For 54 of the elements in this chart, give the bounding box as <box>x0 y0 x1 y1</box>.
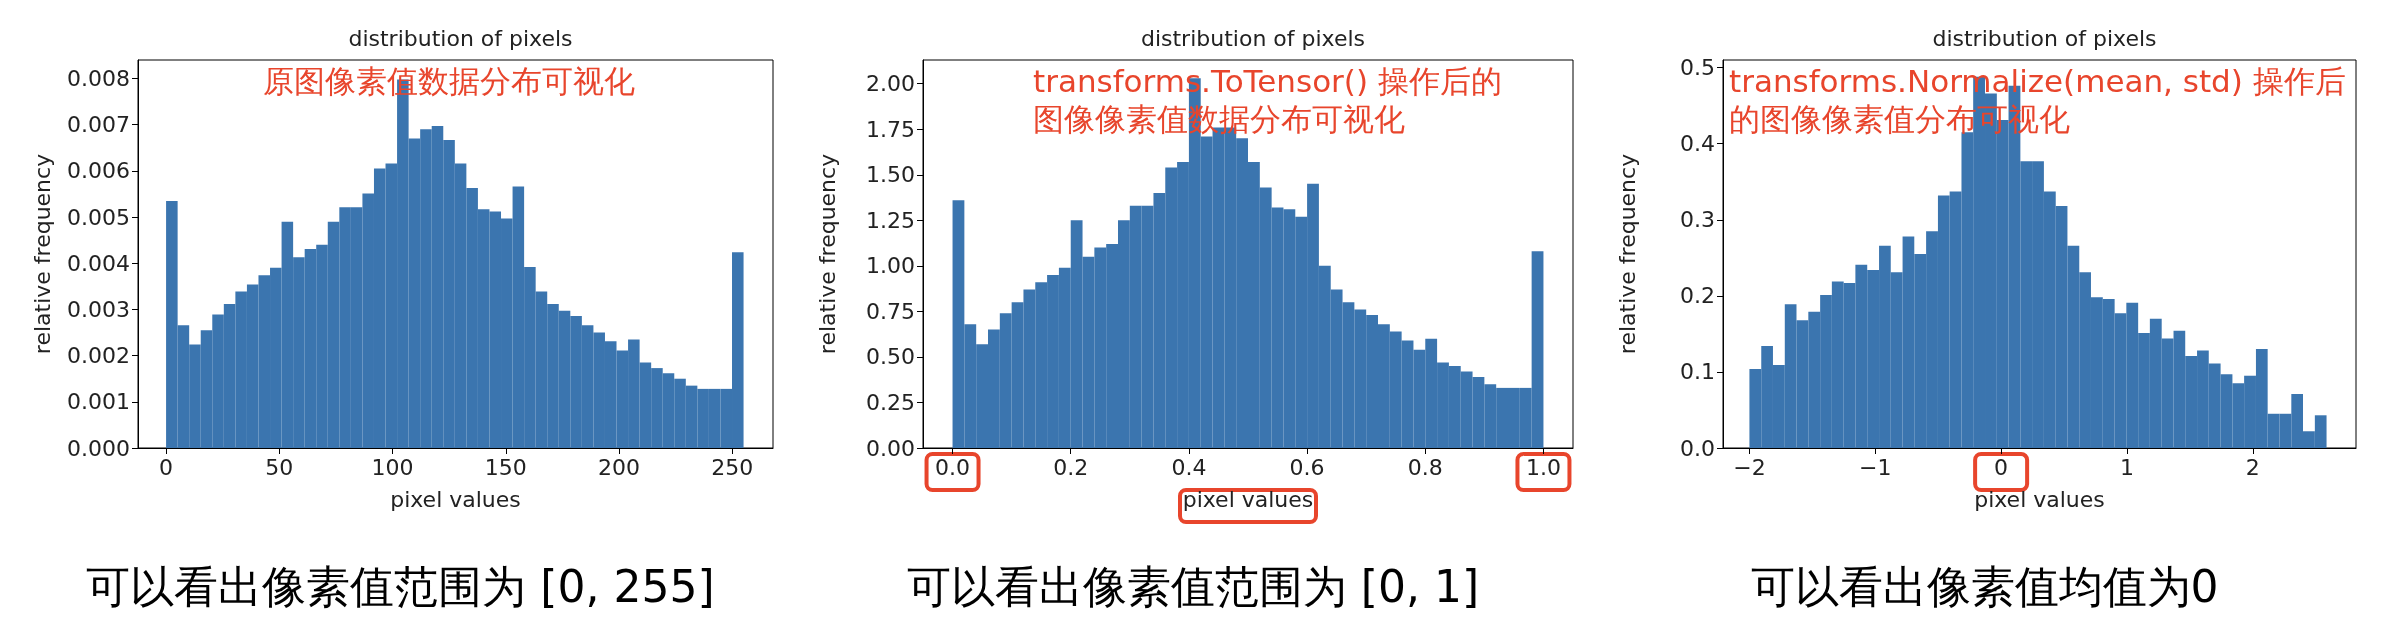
x-tick-label: 250 <box>711 454 754 480</box>
chart-title: distribution of pixels <box>348 25 573 51</box>
y-tick-label: 0.003 <box>67 296 130 322</box>
y-tick-label: 0.75 <box>866 298 915 324</box>
y-tick-label: 0.5 <box>1680 55 1715 81</box>
y-tick-label: 2.00 <box>866 71 915 97</box>
x-tick-label: 0.2 <box>1053 454 1089 480</box>
y-tick-label: 0.004 <box>67 250 130 276</box>
y-tick-label: 0.0 <box>1680 435 1715 461</box>
x-tick-label: −2 <box>1733 454 1766 480</box>
x-tick-label: 0.8 <box>1407 454 1443 480</box>
x-axis-title: pixel values <box>1182 486 1314 512</box>
annotation: 原图像素值数据分布可视化 <box>263 63 635 99</box>
x-tick-label: 0 <box>1994 454 2009 480</box>
x-tick-label: −1 <box>1859 454 1892 480</box>
y-tick-label: 0.006 <box>67 158 130 184</box>
y-tick-label: 0.008 <box>67 65 130 91</box>
y-tick-label: 1.25 <box>866 207 915 233</box>
y-tick-label: 0.002 <box>67 343 130 369</box>
y-tick-label: 0.00 <box>866 435 915 461</box>
x-tick-label: 1 <box>2119 454 2134 480</box>
y-tick-label: 1.75 <box>866 116 915 142</box>
x-tick-label: 50 <box>265 454 294 480</box>
y-tick-label: 0.000 <box>67 435 130 461</box>
text: 可以看出像素值范围为 [0, 255] <box>86 560 715 612</box>
x-tick-label: 200 <box>598 454 641 480</box>
y-tick-label: 0.001 <box>67 389 130 415</box>
text: 可以看出像素值范围为 [0, 1] <box>906 560 1480 612</box>
x-axis-title: pixel values <box>390 486 521 512</box>
y-tick-label: 1.50 <box>866 162 915 188</box>
y-axis-title: relative frequency <box>1614 153 1640 355</box>
x-tick-label: 0.0 <box>935 454 971 480</box>
y-axis-title: relative frequency <box>814 153 840 355</box>
x-tick-label: 0 <box>159 454 174 480</box>
y-tick-label: 0.50 <box>866 344 915 370</box>
y-tick-label: 0.2 <box>1680 283 1715 309</box>
x-tick-label: 100 <box>371 454 414 480</box>
x-tick-label: 1.0 <box>1525 454 1561 480</box>
y-tick-label: 0.1 <box>1680 359 1715 385</box>
y-tick-label: 0.007 <box>67 112 130 138</box>
y-tick-label: 0.4 <box>1680 131 1715 157</box>
x-tick-label: 2 <box>2245 454 2260 480</box>
y-axis-title: relative frequency <box>29 153 55 355</box>
text: 可以看出像素值均值为0 <box>1750 560 2219 612</box>
y-tick-label: 1.00 <box>866 253 915 279</box>
y-tick-label: 0.3 <box>1680 207 1715 233</box>
x-tick-label: 0.6 <box>1289 454 1325 480</box>
y-tick-label: 0.25 <box>866 389 915 415</box>
x-axis-title: pixel values <box>1974 486 2105 512</box>
x-tick-label: 0.4 <box>1171 454 1207 480</box>
chart-title: distribution of pixels <box>1140 25 1366 51</box>
x-tick-label: 150 <box>484 454 527 480</box>
y-tick-label: 0.005 <box>67 204 130 230</box>
chart-title: distribution of pixels <box>1932 25 2157 51</box>
